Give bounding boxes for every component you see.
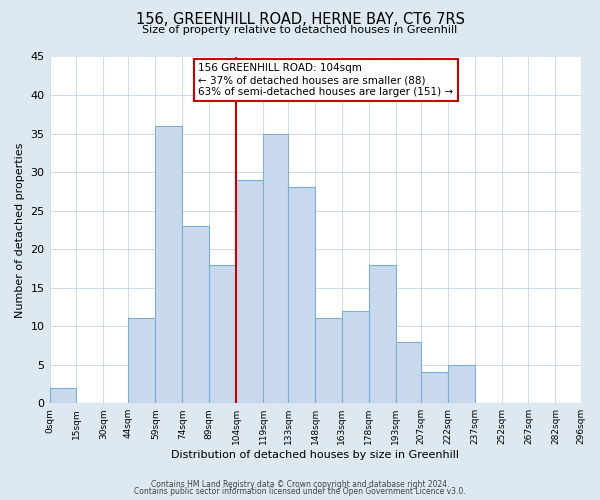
Bar xyxy=(209,264,236,403)
Text: 156, GREENHILL ROAD, HERNE BAY, CT6 7RS: 156, GREENHILL ROAD, HERNE BAY, CT6 7RS xyxy=(136,12,464,28)
Bar xyxy=(315,318,342,403)
Bar xyxy=(50,388,76,403)
Text: Contains public sector information licensed under the Open Government Licence v3: Contains public sector information licen… xyxy=(134,488,466,496)
Bar xyxy=(448,364,475,403)
Bar xyxy=(396,342,421,403)
Text: Contains HM Land Registry data © Crown copyright and database right 2024.: Contains HM Land Registry data © Crown c… xyxy=(151,480,449,489)
Bar xyxy=(128,318,155,403)
Bar xyxy=(236,180,263,403)
Text: 156 GREENHILL ROAD: 104sqm
← 37% of detached houses are smaller (88)
63% of semi: 156 GREENHILL ROAD: 104sqm ← 37% of deta… xyxy=(198,64,454,96)
Bar xyxy=(155,126,182,403)
X-axis label: Distribution of detached houses by size in Greenhill: Distribution of detached houses by size … xyxy=(171,450,459,460)
Y-axis label: Number of detached properties: Number of detached properties xyxy=(15,142,25,318)
Bar xyxy=(182,226,209,403)
Bar xyxy=(263,134,288,403)
Bar xyxy=(369,264,396,403)
Bar xyxy=(421,372,448,403)
Bar xyxy=(288,188,315,403)
Bar xyxy=(342,311,369,403)
Text: Size of property relative to detached houses in Greenhill: Size of property relative to detached ho… xyxy=(142,25,458,35)
